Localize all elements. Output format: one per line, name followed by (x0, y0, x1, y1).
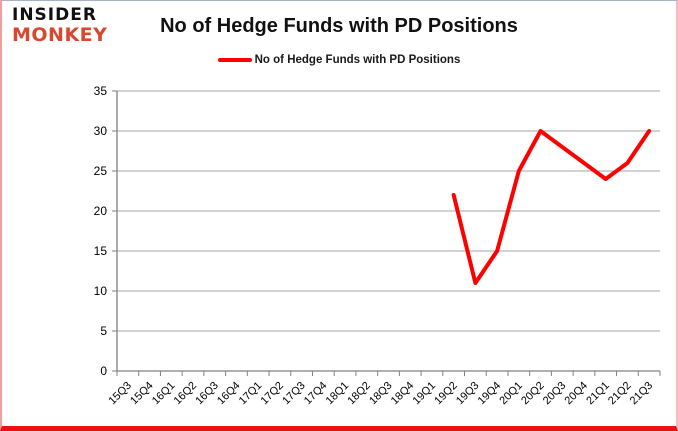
y-axis-label: 15 (94, 244, 108, 258)
x-axis-label: 16Q4 (215, 380, 243, 408)
x-axis-label: 21Q1 (584, 380, 612, 408)
x-axis-label: 21Q2 (606, 380, 634, 408)
x-axis-label: 17Q2 (258, 380, 286, 408)
x-axis-label: 20Q1 (497, 380, 525, 408)
y-axis-label: 35 (94, 84, 108, 98)
y-axis-label: 10 (94, 284, 108, 298)
x-axis-label: 15Q4 (128, 380, 156, 408)
y-axis-label: 25 (94, 164, 108, 178)
x-axis-label: 18Q1 (324, 380, 352, 408)
x-axis-label: 16Q1 (150, 380, 178, 408)
x-axis-label: 19Q4 (476, 380, 504, 408)
legend-label: No of Hedge Funds with PD Positions (254, 54, 461, 66)
logo-line-monkey: MONKEY (12, 24, 108, 46)
x-axis-label: 20Q3 (541, 380, 569, 408)
x-axis-label: 17Q4 (302, 380, 330, 408)
y-axis-label: 30 (94, 124, 108, 138)
chart-legend: No of Hedge Funds with PD Positions (2, 54, 676, 66)
x-axis-label: 20Q2 (519, 380, 547, 408)
x-axis-label: 18Q4 (389, 380, 417, 408)
series-line (451, 129, 652, 285)
x-axis-label: 19Q3 (454, 380, 482, 408)
y-axis-label: 20 (94, 204, 108, 218)
y-axis-label: 0 (100, 364, 107, 378)
x-axis-label: 20Q4 (563, 380, 591, 408)
x-axis-label: 16Q3 (193, 380, 221, 408)
chart-title: No of Hedge Funds with PD Positions (160, 15, 518, 37)
x-axis-label: 18Q3 (367, 380, 395, 408)
x-axis-label: 17Q3 (280, 380, 308, 408)
x-axis-label: 19Q1 (411, 380, 439, 408)
logo-line-insider: INSIDER (12, 5, 97, 25)
x-axis-label: 16Q2 (172, 380, 200, 408)
x-axis-label: 18Q2 (345, 380, 373, 408)
x-axis-label: 21Q3 (628, 380, 656, 408)
y-axis-label: 5 (100, 324, 107, 338)
x-axis-label: 17Q1 (237, 380, 265, 408)
insider-monkey-logo: INSIDER MONKEY (12, 7, 107, 45)
x-axis-label: 15Q3 (106, 380, 134, 408)
x-axis-label: 19Q2 (432, 380, 460, 408)
legend-line-swatch (217, 58, 252, 62)
